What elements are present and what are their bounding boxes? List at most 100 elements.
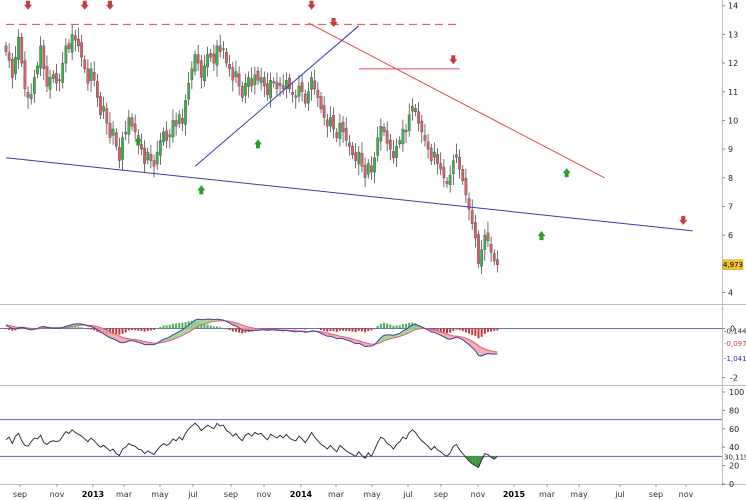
candle-down	[313, 80, 317, 90]
candle-down	[420, 120, 424, 133]
candle-up	[102, 105, 105, 112]
candle-down	[477, 234, 480, 264]
candle-down	[325, 119, 329, 127]
candle-down	[225, 52, 228, 64]
candle-up	[127, 117, 131, 135]
candle-up	[184, 100, 187, 125]
candle-down	[149, 154, 153, 161]
macd-histogram-bar	[61, 328, 64, 329]
candle-down	[143, 147, 146, 164]
up-arrow-icon	[197, 185, 206, 195]
candle-up	[203, 65, 206, 82]
macd-histogram-bar	[203, 324, 206, 329]
macd-fill	[235, 322, 240, 328]
macd-histogram-bar	[58, 328, 61, 330]
up-arrow-icon	[562, 168, 571, 178]
macd-histogram-bar	[342, 328, 345, 331]
candle-up	[307, 91, 310, 104]
macd-fill	[384, 334, 388, 341]
candle-up	[215, 45, 219, 66]
candle-up	[278, 83, 282, 86]
macd-histogram-bar	[279, 328, 282, 330]
macd-histogram-bar	[486, 328, 489, 332]
macd-fill	[119, 336, 123, 343]
candle-down	[174, 120, 178, 127]
macd-value-label: -0,097	[724, 340, 746, 348]
x-tick-month-label: may	[151, 490, 169, 499]
rsi-y-tick-label: 0	[729, 480, 734, 489]
candle-up	[206, 54, 209, 68]
macd-histogram-bar	[238, 328, 241, 333]
candle-down	[423, 135, 427, 141]
candle-down	[385, 130, 389, 144]
candle-up	[64, 45, 68, 64]
candle-down	[404, 130, 408, 133]
candle-up	[269, 80, 272, 99]
macd-histogram-bar	[275, 328, 278, 330]
macd-histogram-bar	[90, 328, 93, 330]
macd-histogram-bar	[11, 328, 14, 331]
macd-histogram-bar	[379, 323, 382, 329]
candle-down	[382, 127, 386, 133]
candle-down	[473, 222, 477, 239]
down-arrow-icon	[679, 215, 688, 225]
candle-down	[10, 58, 14, 78]
macd-histogram-bar	[45, 327, 48, 329]
candle-down	[23, 60, 27, 90]
macd-histogram-bar	[162, 325, 165, 329]
candle-up	[407, 114, 411, 131]
macd-histogram-bar	[121, 328, 124, 334]
x-tick-month-label: mar	[116, 490, 133, 499]
candle-down	[165, 130, 168, 141]
macd-histogram-bar	[373, 328, 376, 330]
candle-down	[439, 163, 443, 170]
candle-down	[80, 42, 83, 58]
candle-down	[181, 118, 184, 124]
candle-down	[118, 147, 121, 161]
rsi-oversold-fill	[469, 456, 473, 464]
candle-up	[253, 74, 257, 86]
last-price-label: 4,973	[723, 261, 743, 269]
macd-histogram-bar	[115, 328, 118, 335]
candle-down	[212, 53, 216, 64]
rsi-y-tick-label: 40	[729, 443, 739, 452]
candle-up	[480, 249, 484, 267]
macd-histogram-bar	[228, 328, 231, 331]
macd-histogram-bar	[408, 322, 411, 329]
candle-down	[492, 253, 496, 262]
candle-down	[458, 157, 461, 170]
candle-down	[335, 132, 339, 138]
candle-up	[433, 151, 436, 158]
candle-down	[250, 78, 254, 87]
candle-up	[398, 140, 402, 145]
rsi-y-tick-label: 80	[729, 406, 739, 415]
candle-up	[51, 74, 55, 79]
macd-histogram-bar	[471, 328, 474, 335]
candle-down	[392, 151, 395, 158]
candle-up	[39, 45, 43, 69]
candle-up	[187, 83, 191, 100]
candle-down	[363, 165, 367, 178]
price-y-tick-label: 14	[728, 2, 738, 11]
candle-down	[228, 64, 231, 69]
candle-down	[322, 105, 326, 118]
macd-histogram-bar	[458, 328, 461, 331]
macd-histogram-bar	[93, 328, 96, 331]
candle-up	[247, 77, 250, 87]
macd-histogram-bar	[206, 324, 209, 329]
candle-up	[338, 123, 342, 139]
macd-fill	[406, 326, 410, 335]
candle-up	[158, 140, 162, 156]
candle-up	[395, 146, 398, 158]
candle-down	[436, 154, 439, 164]
macd-histogram-bar	[301, 328, 304, 330]
macd-histogram-bar	[370, 328, 373, 331]
candle-down	[288, 77, 291, 90]
candle-up	[451, 160, 455, 174]
candle-up	[70, 34, 74, 53]
candle-down	[4, 45, 8, 52]
macd-histogram-bar	[23, 328, 26, 330]
macd-histogram-bar	[338, 328, 341, 331]
macd-line	[5, 318, 498, 357]
candle-down	[105, 108, 109, 124]
